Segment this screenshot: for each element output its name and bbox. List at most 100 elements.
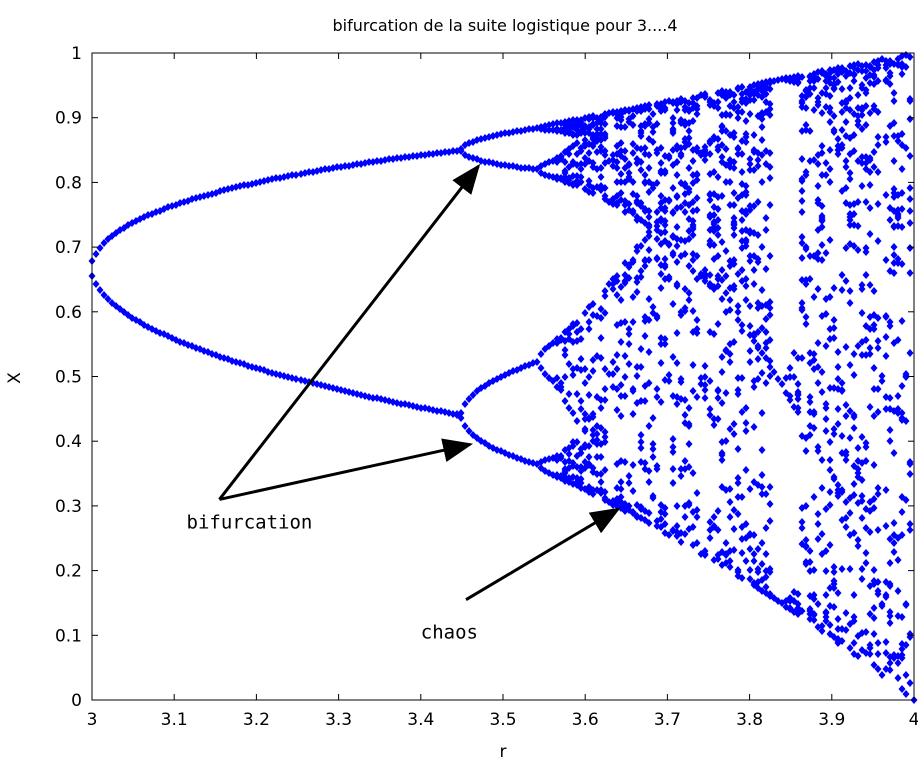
data-point — [902, 417, 910, 425]
data-point — [758, 349, 766, 357]
data-point — [838, 271, 846, 279]
data-point — [742, 557, 750, 565]
data-point — [834, 492, 842, 500]
data-point — [501, 129, 509, 137]
data-point — [577, 335, 585, 343]
data-point — [685, 164, 693, 172]
data-point — [573, 438, 581, 446]
data-point — [710, 211, 718, 219]
data-point — [746, 545, 754, 553]
data-point — [898, 189, 906, 197]
data-point — [645, 467, 653, 475]
data-point — [754, 545, 762, 553]
data-point — [802, 558, 810, 566]
data-point — [718, 153, 726, 161]
data-point — [629, 149, 637, 157]
data-point — [585, 442, 593, 450]
data-point — [766, 163, 774, 171]
data-point — [685, 463, 693, 471]
data-point — [677, 538, 685, 546]
data-point — [505, 162, 513, 170]
data-point — [866, 344, 874, 352]
data-point — [742, 210, 750, 218]
y-tick-label: 0.1 — [55, 626, 82, 646]
data-point — [718, 276, 726, 284]
data-point — [798, 254, 806, 262]
data-point — [830, 334, 838, 342]
data-point — [794, 408, 802, 416]
data-point — [862, 121, 870, 129]
data-point — [842, 244, 850, 252]
data-point — [842, 118, 850, 126]
data-point — [657, 284, 665, 292]
data-point — [750, 550, 758, 558]
data-point — [862, 102, 870, 110]
data-point — [890, 548, 898, 556]
data-point — [465, 427, 473, 435]
data-point — [621, 318, 629, 326]
data-point — [746, 322, 754, 330]
data-point — [898, 613, 906, 621]
data-point — [617, 392, 625, 400]
data-point — [830, 284, 838, 292]
data-point — [589, 410, 597, 418]
data-point — [718, 368, 726, 376]
data-point — [726, 358, 734, 366]
data-point — [882, 591, 890, 599]
data-point — [874, 385, 882, 393]
data-point — [706, 237, 714, 245]
data-point — [597, 404, 605, 412]
data-point — [569, 371, 577, 379]
data-point — [766, 111, 774, 119]
data-point — [645, 151, 653, 159]
data-point — [810, 408, 818, 416]
data-point — [637, 273, 645, 281]
data-point — [814, 285, 822, 293]
data-point — [710, 135, 718, 143]
data-point — [882, 133, 890, 141]
data-point — [898, 223, 906, 231]
data-point — [573, 139, 581, 147]
data-point — [661, 207, 669, 215]
data-point — [770, 368, 778, 376]
data-point — [649, 494, 657, 502]
data-point — [822, 159, 830, 167]
data-point — [886, 612, 894, 620]
data-point — [830, 425, 838, 433]
data-point — [842, 514, 850, 522]
data-point — [826, 108, 834, 116]
data-point — [100, 291, 108, 299]
data-point — [750, 557, 758, 565]
data-point — [718, 266, 726, 274]
data-point — [593, 470, 601, 478]
data-point — [730, 506, 738, 514]
data-point — [585, 149, 593, 157]
data-point — [685, 127, 693, 135]
data-point — [842, 498, 850, 506]
data-point — [629, 410, 637, 418]
data-point — [874, 484, 882, 492]
data-point — [573, 417, 581, 425]
data-point — [818, 149, 826, 157]
data-point — [842, 456, 850, 464]
data-point — [722, 127, 730, 135]
data-point — [677, 150, 685, 158]
data-point — [465, 395, 473, 403]
data-point — [673, 223, 681, 231]
data-point — [730, 420, 738, 428]
data-point — [718, 353, 726, 361]
data-point — [898, 260, 906, 268]
data-point — [766, 100, 774, 108]
data-point — [617, 113, 625, 121]
data-point — [673, 158, 681, 166]
data-point — [746, 155, 754, 163]
data-point — [701, 373, 709, 381]
data-point — [798, 524, 806, 532]
data-point — [629, 293, 637, 301]
data-point — [850, 242, 858, 250]
data-point — [798, 276, 806, 284]
data-point — [653, 120, 661, 128]
data-point — [858, 153, 866, 161]
data-point — [846, 434, 854, 442]
data-point — [826, 66, 834, 74]
